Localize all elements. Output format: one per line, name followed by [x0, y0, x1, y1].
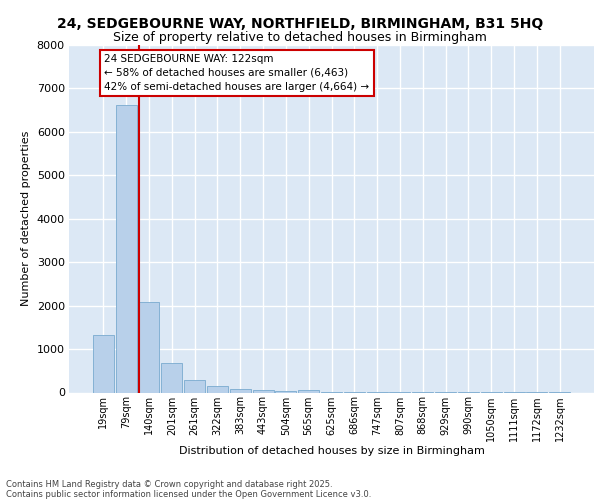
Y-axis label: Number of detached properties: Number of detached properties: [21, 131, 31, 306]
Bar: [139, 302, 160, 392]
Text: 24 SEDGEBOURNE WAY: 122sqm
← 58% of detached houses are smaller (6,463)
42% of s: 24 SEDGEBOURNE WAY: 122sqm ← 58% of deta…: [104, 54, 370, 92]
Bar: [298, 390, 319, 392]
Bar: [116, 104, 137, 393]
Bar: [184, 380, 205, 392]
Text: Size of property relative to detached houses in Birmingham: Size of property relative to detached ho…: [113, 31, 487, 44]
Bar: [253, 390, 274, 392]
X-axis label: Distribution of detached houses by size in Birmingham: Distribution of detached houses by size …: [179, 446, 484, 456]
Bar: [275, 391, 296, 392]
Bar: [207, 386, 228, 392]
Text: 24, SEDGEBOURNE WAY, NORTHFIELD, BIRMINGHAM, B31 5HQ: 24, SEDGEBOURNE WAY, NORTHFIELD, BIRMING…: [57, 18, 543, 32]
Bar: [230, 389, 251, 392]
Text: Contains HM Land Registry data © Crown copyright and database right 2025.
Contai: Contains HM Land Registry data © Crown c…: [6, 480, 371, 499]
Bar: [93, 335, 114, 392]
Bar: [161, 364, 182, 392]
